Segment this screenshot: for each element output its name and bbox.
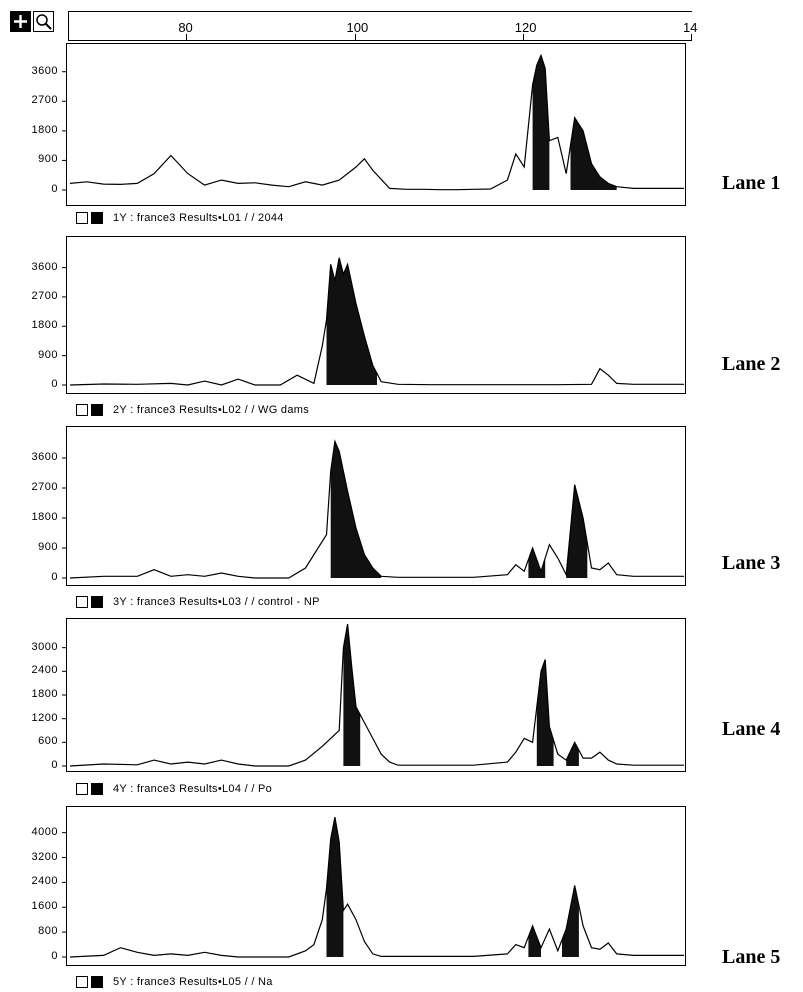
ruler-tick-label: 14 <box>683 20 698 35</box>
filled-toggle-icon[interactable] <box>91 404 103 416</box>
y-tick-label: 3600 <box>31 451 58 463</box>
lane-caption: 4Y : france3 Results•L04 / / Po <box>113 783 273 795</box>
y-tick-label: 800 <box>38 925 58 938</box>
lane-5-plot <box>66 806 686 966</box>
lane-label: Lane 3 <box>722 552 781 574</box>
lane-3-plot <box>66 426 686 586</box>
y-tick-label: 1200 <box>31 711 58 724</box>
y-tick-label: 2700 <box>31 481 58 493</box>
y-tick-label: 4000 <box>31 825 58 838</box>
y-tick-label: 900 <box>38 153 58 166</box>
y-tick-label: 0 <box>51 183 58 195</box>
y-tick-label: 3000 <box>31 640 58 653</box>
ruler-tick-mark <box>522 34 524 40</box>
y-tick-label: 2400 <box>31 875 58 888</box>
y-tick-label: 2700 <box>31 94 58 107</box>
y-axis-line <box>66 43 67 206</box>
lane-label: Lane 2 <box>722 353 781 375</box>
y-tick-label: 1600 <box>31 900 58 913</box>
y-axis-line <box>66 806 67 966</box>
outline-toggle-icon[interactable] <box>76 596 88 608</box>
ruler-tick-mark <box>354 34 356 40</box>
y-axis-line <box>66 426 67 586</box>
y-tick-label: 1800 <box>31 688 58 700</box>
toolbar: 80 100 120 14 <box>6 7 697 41</box>
filled-toggle-icon[interactable] <box>91 212 103 224</box>
y-tick-label: 900 <box>38 541 58 553</box>
y-tick-label: 0 <box>51 378 58 390</box>
y-tick-label: 3600 <box>31 260 58 273</box>
y-tick-label: 1800 <box>31 511 58 523</box>
lane-2-plot <box>66 236 686 394</box>
y-tick-label: 900 <box>38 348 58 361</box>
y-axis-line <box>66 618 67 772</box>
filled-toggle-icon[interactable] <box>91 596 103 608</box>
outline-toggle-icon[interactable] <box>76 976 88 988</box>
lane-caption: 2Y : france3 Results•L02 / / WG dams <box>113 404 310 416</box>
lane-caption: 1Y : france3 Results•L01 / / 2044 <box>113 212 284 224</box>
lane-label: Lane 5 <box>722 946 781 968</box>
filled-toggle-icon[interactable] <box>91 976 103 988</box>
y-tick-label: 0 <box>51 950 58 962</box>
y-tick-label: 3200 <box>31 850 58 863</box>
lane-1-plot <box>66 43 686 206</box>
y-tick-label: 600 <box>38 735 58 748</box>
y-tick-label: 3600 <box>31 64 58 77</box>
x-axis-ruler: 80 100 120 14 <box>68 11 697 41</box>
lane-4-plot <box>66 618 686 772</box>
y-tick-label: 1800 <box>31 123 58 136</box>
lane-label: Lane 1 <box>722 172 781 194</box>
y-tick-label: 2400 <box>31 664 58 677</box>
outline-toggle-icon[interactable] <box>76 404 88 416</box>
y-axis-line <box>66 236 67 394</box>
ruler-tick-label: 100 <box>346 20 369 35</box>
ruler-tick-label: 120 <box>514 20 537 35</box>
plus-icon[interactable] <box>10 11 31 32</box>
outline-toggle-icon[interactable] <box>76 212 88 224</box>
lane-caption: 3Y : france3 Results•L03 / / control - N… <box>113 596 320 608</box>
y-tick-label: 0 <box>51 571 58 583</box>
ruler-tick-mark <box>691 34 692 40</box>
ruler-tick-mark <box>186 34 188 40</box>
filled-toggle-icon[interactable] <box>91 783 103 795</box>
y-tick-label: 1800 <box>31 319 58 332</box>
outline-toggle-icon[interactable] <box>76 783 88 795</box>
y-tick-label: 2700 <box>31 289 58 302</box>
ruler-tick-label: 80 <box>178 20 193 35</box>
lane-label: Lane 4 <box>722 718 781 740</box>
magnifier-icon[interactable] <box>33 11 54 32</box>
lane-caption: 5Y : france3 Results•L05 / / Na <box>113 976 273 988</box>
y-tick-label: 0 <box>51 759 58 771</box>
